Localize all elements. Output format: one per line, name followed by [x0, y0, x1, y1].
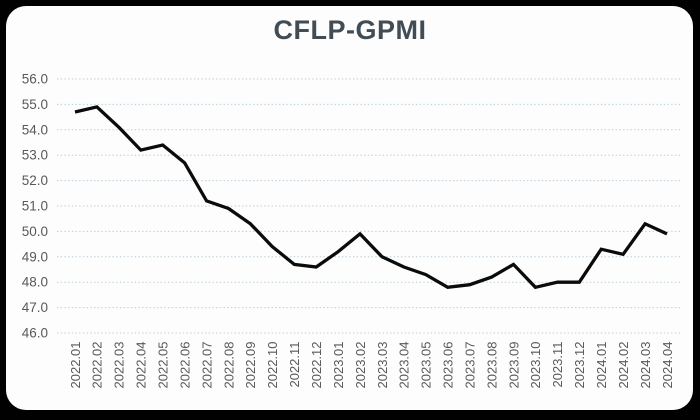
x-tick-label: 2023.03	[375, 342, 390, 389]
y-tick-label: 46.0	[22, 326, 48, 341]
y-tick-label: 50.0	[22, 224, 48, 239]
x-tick-label: 2024.02	[616, 342, 631, 389]
x-tick-label: 2023.02	[353, 342, 368, 389]
x-tick-label: 2024.03	[638, 342, 653, 389]
x-tick-label: 2023.10	[528, 342, 543, 389]
y-tick-label: 55.0	[22, 97, 48, 112]
x-tick-label: 2023.08	[484, 342, 499, 389]
x-tick-label: 2023.12	[572, 342, 587, 389]
x-tick-label: 2022.09	[243, 342, 258, 389]
chart-card	[6, 6, 693, 410]
x-tick-label: 2022.04	[134, 342, 149, 389]
x-tick-label: 2022.05	[156, 342, 171, 389]
x-tick-label: 2023.09	[506, 342, 521, 389]
y-tick-label: 53.0	[22, 148, 48, 163]
x-tick-label: 2022.12	[309, 342, 324, 389]
x-tick-label: 2022.08	[221, 342, 236, 389]
x-tick-label: 2022.02	[90, 342, 105, 389]
gpmi-series-line	[74, 105, 668, 290]
x-tick-label: 2022.01	[68, 342, 83, 389]
y-tick-label: 54.0	[22, 122, 48, 137]
y-tick-label: 51.0	[22, 199, 48, 214]
x-tick-label: 2023.05	[419, 342, 434, 389]
x-tick-label: 2023.07	[462, 342, 477, 389]
y-tick-label: 49.0	[22, 249, 48, 264]
x-tick-label: 2022.11	[287, 342, 302, 388]
x-tick-label: 2022.07	[199, 342, 214, 389]
y-tick-label: 56.0	[22, 72, 48, 87]
x-tick-label: 2022.06	[177, 342, 192, 389]
x-tick-label: 2023.06	[441, 342, 456, 389]
x-tick-label: 2023.11	[550, 342, 565, 388]
chart-title: CFLP-GPMI	[273, 15, 427, 45]
y-tick-label: 52.0	[22, 173, 48, 188]
x-tick-label: 2024.01	[594, 342, 609, 389]
x-tick-label: 2022.03	[112, 342, 127, 389]
x-tick-label: 2023.04	[397, 342, 412, 389]
x-tick-label: 2023.01	[331, 342, 346, 389]
y-tick-label: 48.0	[22, 275, 48, 290]
x-tick-label: 2024.04	[660, 342, 675, 389]
x-tick-label: 2022.10	[265, 342, 280, 389]
y-tick-label: 47.0	[22, 300, 48, 315]
